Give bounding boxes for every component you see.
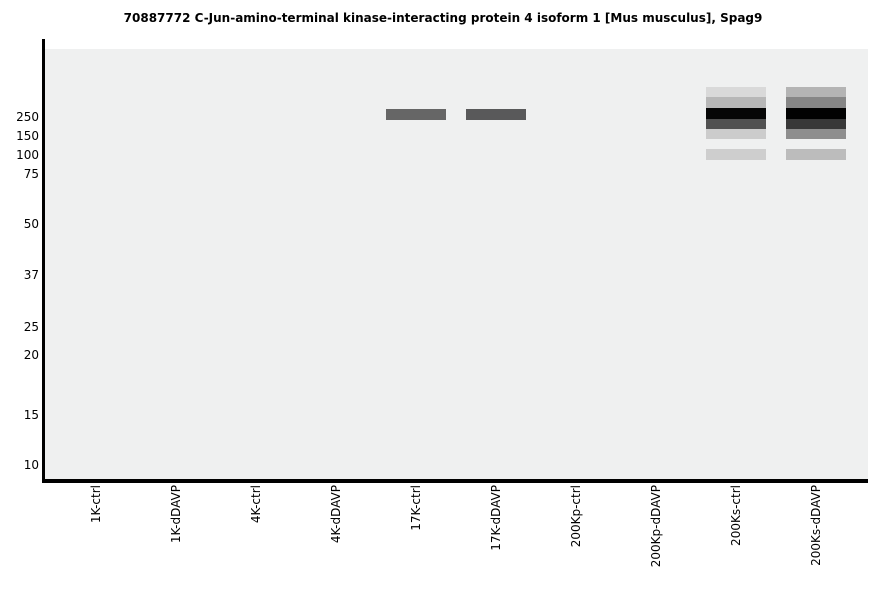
band <box>786 108 846 119</box>
y-tick-label: 75 <box>23 167 39 181</box>
lane-label: 200Ks-dDAVP <box>809 485 823 566</box>
lane-label: 1K-dDAVP <box>169 485 183 544</box>
y-tick-label: 100 <box>16 148 39 162</box>
band <box>786 87 846 97</box>
band <box>466 109 526 120</box>
lane-label: 200Ks-ctrl <box>729 485 743 546</box>
band <box>706 108 766 119</box>
y-tick-label: 37 <box>23 268 39 282</box>
chart-title: 70887772 C-Jun-amino-terminal kinase-int… <box>123 11 763 25</box>
x-axis-spine <box>42 479 868 483</box>
y-tick-label: 20 <box>23 348 39 362</box>
y-tick-label: 250 <box>16 110 39 124</box>
y-tick-label: 25 <box>23 320 39 334</box>
y-tick-label: 15 <box>23 408 39 422</box>
lane-label: 17K-dDAVP <box>489 485 503 551</box>
band <box>786 129 846 139</box>
band <box>706 119 766 129</box>
band <box>706 87 766 97</box>
band <box>386 109 446 120</box>
lane-label: 1K-ctrl <box>89 485 103 524</box>
band <box>706 149 766 160</box>
lane-label: 17K-ctrl <box>409 485 423 531</box>
lane-label: 4K-ctrl <box>249 485 263 524</box>
band <box>786 97 846 108</box>
lane-label: 4K-dDAVP <box>329 485 343 544</box>
band <box>706 129 766 139</box>
lane-label: 200Kp-ctrl <box>569 485 583 548</box>
y-tick-label: 10 <box>23 458 39 472</box>
band <box>786 149 846 160</box>
y-axis-spine <box>42 39 45 483</box>
y-tick-label: 50 <box>23 217 39 231</box>
lane-label: 200Kp-dDAVP <box>649 485 663 568</box>
band <box>786 119 846 129</box>
band <box>706 97 766 108</box>
y-tick-label: 150 <box>16 129 39 143</box>
